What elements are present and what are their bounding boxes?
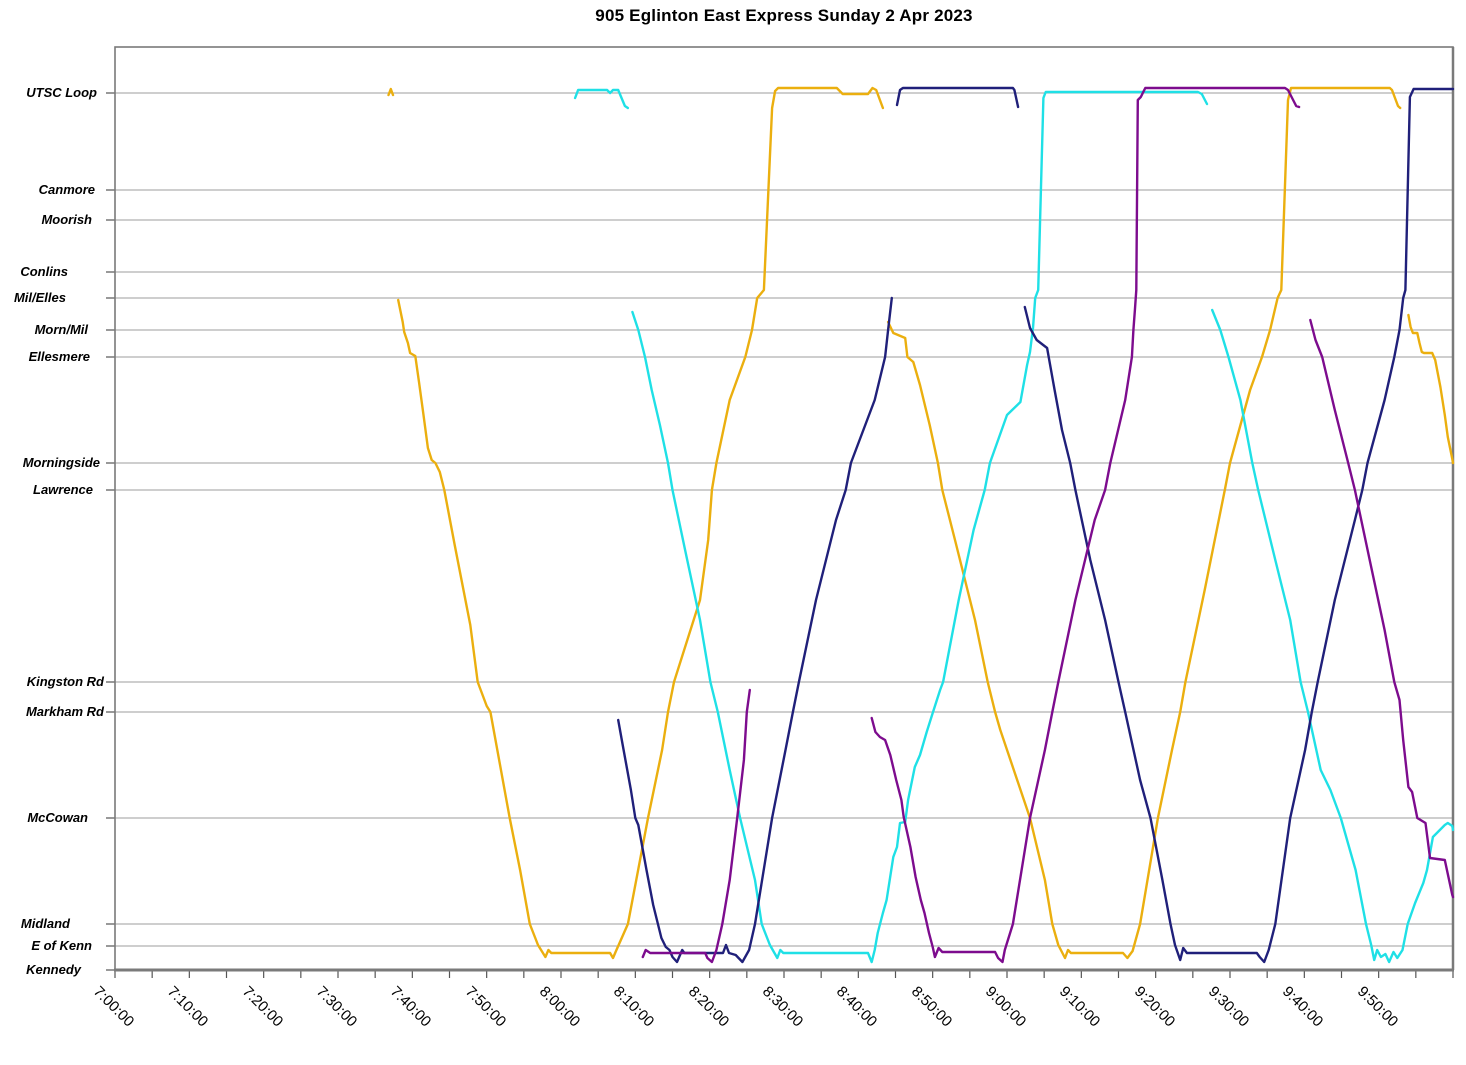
station-label-lawrence: Lawrence [33, 482, 93, 497]
station-label-moorish: Moorish [41, 212, 92, 227]
trip-line-vehicle-gold-0 [387, 87, 395, 97]
chart-title: 905 Eglinton East Express Sunday 2 Apr 2… [595, 6, 973, 25]
station-label-kingston-rd: Kingston Rd [26, 674, 104, 689]
trip-line-vehicle-cyan-1 [631, 90, 1209, 964]
station-label-ellesmere: Ellesmere [28, 349, 90, 364]
station-label-markham-rd: Markham Rd [25, 704, 104, 719]
station-label-mil-elles: Mil/Elles [13, 290, 66, 305]
trip-line-vehicle-cyan-2 [1210, 308, 1455, 964]
station-label-canmore: Canmore [38, 182, 95, 197]
station-label-morningside: Morningside [22, 455, 100, 470]
station-label-utsc-loop: UTSC Loop [26, 85, 97, 100]
station-label-e-of-kenn: E of Kenn [31, 938, 92, 953]
gridlines-layer [115, 92, 1453, 947]
station-label-conlins: Conlins [20, 264, 68, 279]
trip-line-vehicle-gold-3 [1407, 313, 1455, 465]
trip-lines-layer [387, 86, 1455, 964]
trip-line-vehicle-gold-1 [397, 86, 885, 960]
trip-line-vehicle-navy-2 [1023, 87, 1455, 964]
axis-ticks-layer [106, 92, 1454, 978]
plot-border [114, 46, 1454, 971]
station-label-kennedy: Kennedy [26, 962, 81, 977]
trip-line-vehicle-purple-0 [641, 688, 751, 964]
trip-line-vehicle-cyan-0 [573, 88, 630, 110]
station-label-mccowan: McCowan [27, 810, 88, 825]
station-label-morn-mil: Morn/Mil [34, 322, 88, 337]
trip-line-vehicle-gold-2 [886, 86, 1402, 960]
trip-line-vehicle-navy-0 [617, 296, 893, 964]
trip-line-vehicle-purple-1 [870, 86, 1301, 964]
station-label-midland: Midland [20, 916, 70, 931]
plot-frame-layer [114, 46, 1455, 972]
trip-line-vehicle-purple-2 [1309, 318, 1455, 899]
trip-line-vehicle-navy-1 [895, 86, 1020, 109]
